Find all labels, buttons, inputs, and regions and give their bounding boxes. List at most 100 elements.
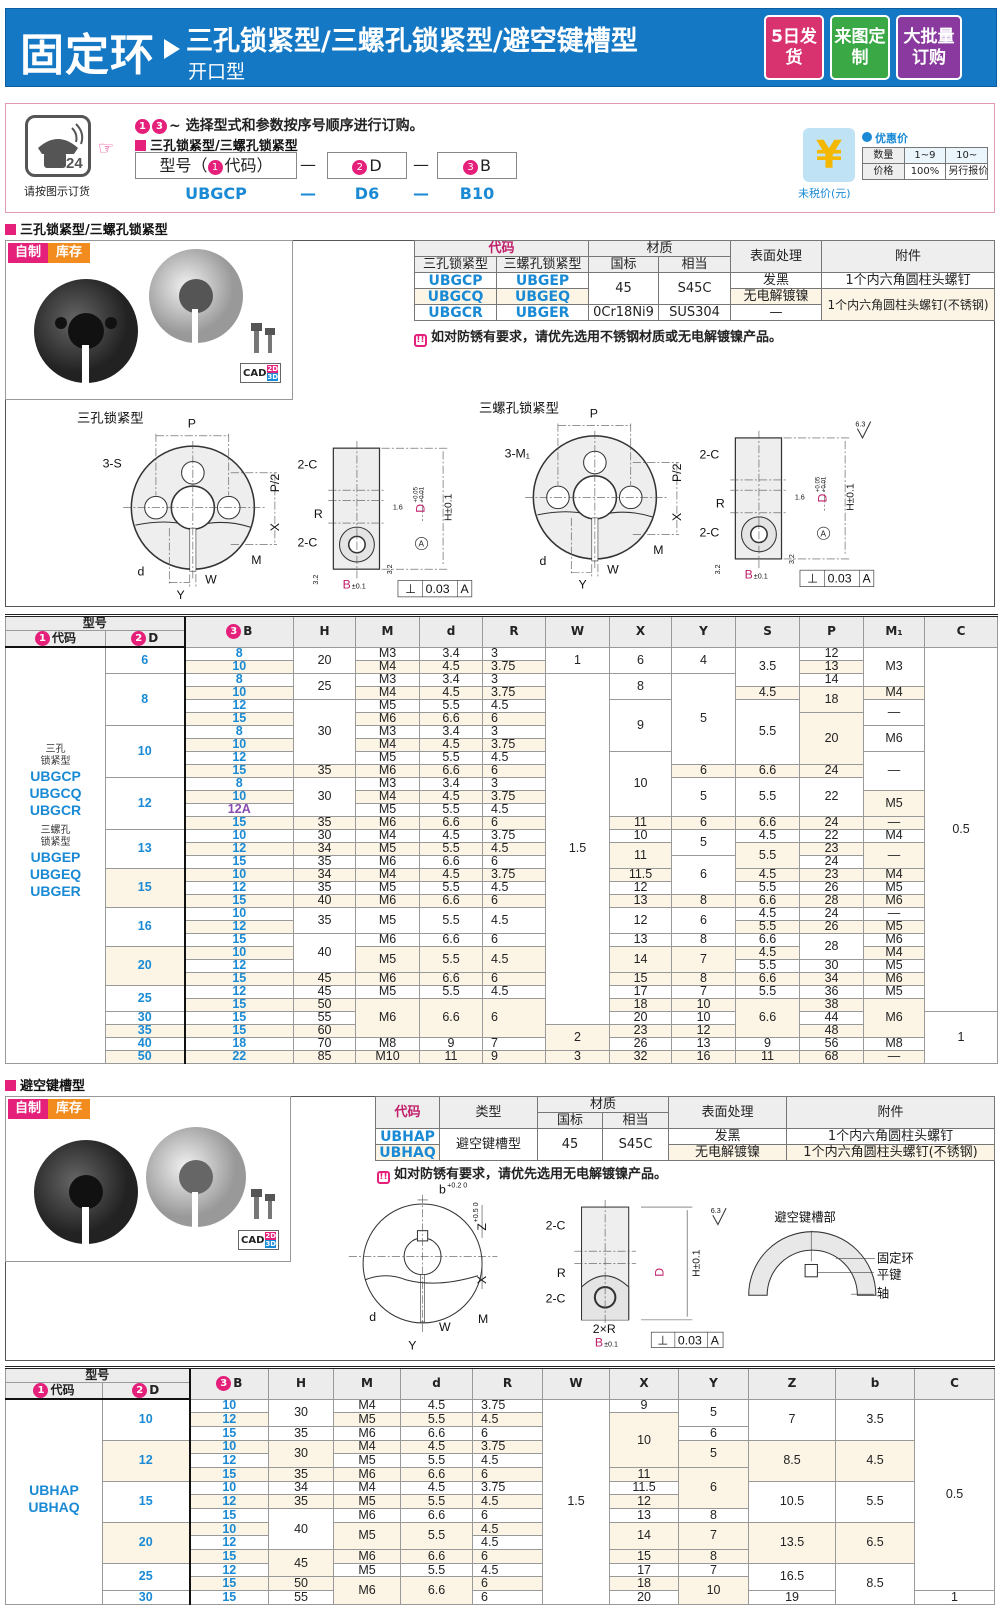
rust-note: !! 如对防锈有要求，请优先选用无电解镀镍产品。	[377, 1163, 667, 1184]
cell-b: 15	[188, 1549, 270, 1564]
spec-header-surface: 表面处理	[668, 1096, 788, 1129]
cell-b: 15	[188, 1576, 270, 1592]
table-row: 10 M4 4.5 3.75 4.5 18 M4	[6, 685, 998, 713]
cell-X: 13	[609, 893, 673, 908]
table-row: 25 12 M5 5.5 4.5 17 7 16.5 8.5	[6, 1562, 995, 1605]
cell-X: 32	[609, 1049, 673, 1064]
cell-H: 30	[293, 698, 357, 765]
product-code: UBHAQ	[28, 1498, 80, 1515]
cell-M: M4	[333, 1439, 402, 1455]
cell-d: 6.6	[419, 763, 484, 778]
step-2-icon: 2	[131, 631, 147, 646]
code-box-prefix: 型号（	[159, 156, 208, 175]
spec-header-material: 材质	[588, 240, 732, 257]
cell-b: 15	[183, 971, 295, 986]
cad-download-icon[interactable]: CAD 2D 3D	[240, 363, 282, 383]
cell-H: 45	[268, 1549, 335, 1578]
cell-Y: 6	[678, 1466, 750, 1510]
cell-M: M5	[355, 698, 421, 713]
cell-Y: 8	[671, 932, 737, 947]
cell-W: 1.5	[542, 1398, 611, 1605]
yen-icon: ¥	[803, 128, 855, 182]
cell-d: 4.5	[400, 1480, 474, 1496]
cell-P: 18	[799, 685, 865, 713]
cell-S: 6.6	[735, 997, 801, 1038]
header-1: M	[333, 1367, 402, 1400]
table-row: 12 M5 5.5 4.5 10	[6, 1412, 995, 1468]
cell-Y: 7	[678, 1521, 750, 1551]
cell-R: 6	[482, 971, 547, 986]
section-label: 三孔锁紧型/三螺孔锁紧型	[5, 219, 168, 238]
cell-b: 12	[188, 1535, 270, 1551]
cell-H: 85	[293, 1049, 357, 1064]
cad-download-icon[interactable]: CAD 2D 3D	[238, 1230, 280, 1250]
cell-Y: 8	[678, 1508, 750, 1523]
header-2: d	[400, 1367, 474, 1400]
cell-d: 12	[104, 776, 186, 830]
cell-b: 15	[188, 1466, 270, 1482]
header-4: W	[542, 1367, 611, 1400]
cell-M: M4	[355, 867, 421, 882]
pointing-hand-icon: ☞	[98, 138, 115, 159]
cell-M: M5	[333, 1494, 402, 1509]
step-1-icon: 1	[207, 160, 223, 175]
spec-accessory: 1个内六角圆柱头螺钉(不锈钢)	[786, 1144, 995, 1161]
cell-b: 10	[188, 1439, 270, 1455]
cell-R: 3.75	[482, 789, 547, 804]
cell-X: 20	[609, 1590, 680, 1605]
cell-d: 6.6	[419, 971, 484, 986]
section-label: 避空键槽型	[5, 1075, 85, 1094]
pink-square-icon	[5, 1080, 16, 1091]
header-d-text: D	[148, 631, 159, 645]
cell-X: 15	[609, 1549, 680, 1564]
cell-b: 10	[183, 659, 295, 674]
cell-M: M6	[355, 763, 421, 778]
cell-R: 6	[472, 1590, 544, 1605]
spec-accessory: 1个内六角圆柱头螺钉	[821, 272, 995, 289]
table-row: 30 15 55 20 10 44 1	[6, 1010, 999, 1064]
cell-R: 6	[482, 763, 547, 778]
rust-note-text: 如对防锈有要求，请优先选用无电解镀镍产品。	[394, 1167, 668, 1182]
cell-R: 3.75	[482, 737, 547, 752]
tag-in-stock: 库存	[48, 243, 90, 263]
cell-R: 4.5	[482, 750, 547, 765]
code-cell: 三孔 锁紧型 UBGCP UBGCQ UBGCR 三螺孔 锁紧型 UBGEP UBGEQ UBGE…	[5, 646, 106, 1064]
product-code: UBGER	[30, 883, 81, 900]
cell-X: 14	[609, 945, 673, 973]
table-row: 10 M4 4.5 3.75 M5	[6, 789, 998, 817]
collar-photo-icon	[34, 249, 275, 383]
cell-S: 4.5	[735, 828, 801, 843]
step-3-icon: 3	[216, 1376, 232, 1392]
type-label-text: 三孔锁紧型/三螺孔锁紧型	[150, 139, 298, 154]
cell-d: 10	[101, 1398, 191, 1441]
header-3: R	[482, 615, 547, 648]
price-caption: 未税价(元)	[798, 187, 851, 200]
cell-Y: 6	[678, 1425, 750, 1441]
cell-d: 20	[104, 945, 186, 986]
cell-b: 15	[183, 997, 295, 1012]
cell-d: 6.6	[419, 932, 484, 947]
rust-note: !! 如对防锈有要求，请优先选用不锈钢材质或无电解镀镍产品。	[414, 326, 782, 347]
cell-P: 24	[799, 815, 865, 830]
spec-accessory: 1个内六角圆柱头螺钉	[786, 1128, 995, 1145]
cell-Y: 13	[671, 1036, 737, 1051]
cell-d: 6.6	[419, 711, 484, 726]
cell-M: M6	[333, 1576, 402, 1605]
cad-label: CAD	[241, 1235, 265, 1246]
header-9: M₁	[863, 615, 926, 648]
cad-3d: 3D	[267, 373, 279, 381]
cell-Y: 6	[671, 854, 737, 895]
cell-S: 3.5	[735, 646, 801, 687]
table-row: 12 10 30 M4 4.5 3.75 5 8.5 4.5	[6, 1439, 995, 1482]
cell-d: 25	[101, 1562, 191, 1592]
cell-Y: 10	[671, 997, 737, 1012]
cell-S: 5.5	[735, 698, 801, 765]
cell-M: M5	[333, 1412, 402, 1427]
cad-label: CAD	[243, 368, 267, 379]
header-9: C	[914, 1367, 996, 1400]
cell-R: 3.75	[472, 1398, 544, 1414]
cell-M1: M6	[863, 997, 926, 1038]
table-row: 40 18 70 M8 9 7 26 13 9 56 M8	[6, 1036, 998, 1051]
cell-d: 5.5	[419, 984, 484, 999]
